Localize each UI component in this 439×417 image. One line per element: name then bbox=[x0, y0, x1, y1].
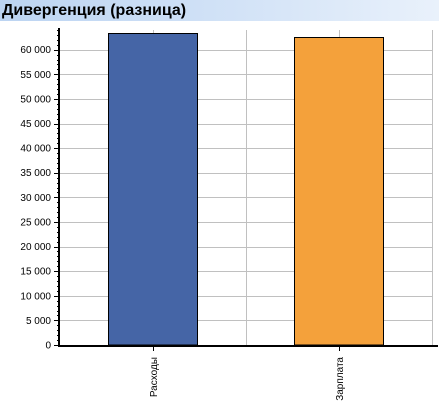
y-tick-label-4: 20 000 bbox=[20, 242, 51, 253]
bars bbox=[108, 33, 384, 346]
bar-1 bbox=[294, 37, 384, 346]
y-tick-label-1: 5 000 bbox=[26, 316, 51, 327]
y-tick-label-0: 0 bbox=[45, 341, 51, 352]
tick-labels: 0 5 000 10 000 15 000 20 000 25 000 30 000 35 0… bbox=[20, 45, 346, 401]
y-tick-label-11: 55 000 bbox=[20, 70, 51, 81]
bar-0 bbox=[108, 33, 198, 346]
y-tick-label-3: 15 000 bbox=[20, 267, 51, 278]
axes bbox=[54, 28, 438, 351]
y-tick-label-2: 10 000 bbox=[20, 291, 51, 302]
x-tick-label-0: Расходы bbox=[149, 357, 160, 397]
y-tick-label-6: 30 000 bbox=[20, 193, 51, 204]
y-tick-label-9: 45 000 bbox=[20, 119, 51, 130]
x-tick-label-1: Зарплата bbox=[335, 357, 346, 401]
y-tick-label-5: 25 000 bbox=[20, 217, 51, 228]
y-tick-label-7: 35 000 bbox=[20, 168, 51, 179]
y-tick-label-10: 50 000 bbox=[20, 94, 51, 105]
y-tick-label-8: 40 000 bbox=[20, 144, 51, 155]
chart-title: Дивергенция (разница) bbox=[0, 0, 439, 21]
y-tick-label-12: 60 000 bbox=[20, 45, 51, 56]
